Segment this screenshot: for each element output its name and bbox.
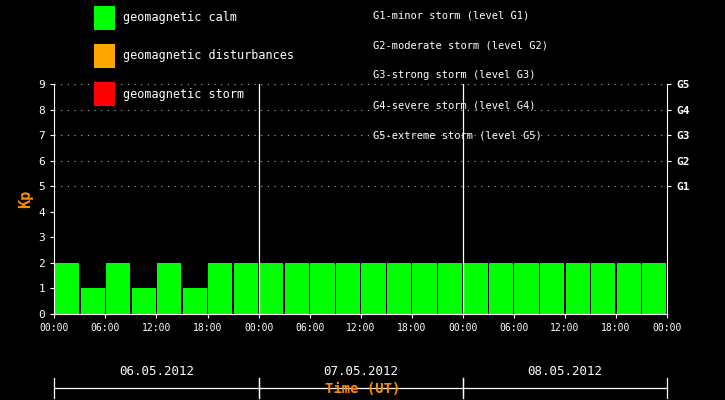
Text: 07.05.2012: 07.05.2012 <box>323 365 398 378</box>
Bar <box>132 288 156 314</box>
Bar <box>106 263 130 314</box>
Bar <box>463 263 488 314</box>
Y-axis label: Kp: Kp <box>18 190 33 208</box>
Bar <box>566 263 589 314</box>
Bar <box>285 263 309 314</box>
Bar <box>387 263 411 314</box>
Bar <box>438 263 462 314</box>
Bar <box>55 263 79 314</box>
Bar <box>591 263 616 314</box>
Text: G2-moderate storm (level G2): G2-moderate storm (level G2) <box>373 40 548 50</box>
Bar <box>310 263 334 314</box>
Bar <box>642 263 666 314</box>
Text: Time (UT): Time (UT) <box>325 382 400 396</box>
Bar <box>208 263 233 314</box>
Bar <box>489 263 513 314</box>
Bar <box>540 263 564 314</box>
Text: 08.05.2012: 08.05.2012 <box>527 365 602 378</box>
Text: G4-severe storm (level G4): G4-severe storm (level G4) <box>373 100 536 110</box>
Text: G3-strong storm (level G3): G3-strong storm (level G3) <box>373 70 536 80</box>
Text: geomagnetic storm: geomagnetic storm <box>123 88 244 100</box>
Bar <box>157 263 181 314</box>
Bar <box>361 263 386 314</box>
Text: 06.05.2012: 06.05.2012 <box>119 365 194 378</box>
Text: G5-extreme storm (level G5): G5-extreme storm (level G5) <box>373 130 542 140</box>
Bar <box>80 288 105 314</box>
Text: G1-minor storm (level G1): G1-minor storm (level G1) <box>373 10 530 20</box>
Bar <box>260 263 283 314</box>
Bar <box>413 263 436 314</box>
Text: geomagnetic disturbances: geomagnetic disturbances <box>123 50 294 62</box>
Bar <box>616 263 641 314</box>
Text: geomagnetic calm: geomagnetic calm <box>123 12 237 24</box>
Bar <box>336 263 360 314</box>
Bar <box>515 263 539 314</box>
Bar <box>233 263 258 314</box>
Bar <box>183 288 207 314</box>
